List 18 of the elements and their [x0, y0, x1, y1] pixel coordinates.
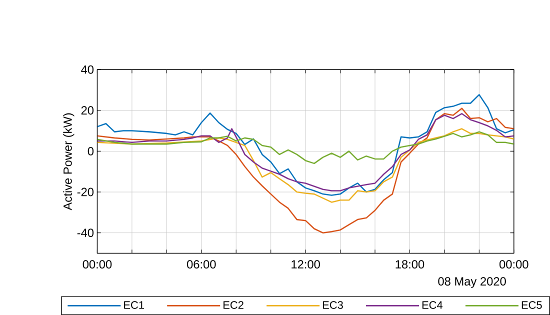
y-tick-label: 0 — [88, 146, 94, 156]
legend-label: EC2 — [224, 301, 244, 309]
y-tick-label: 40 — [81, 65, 94, 74]
x-tick-label: 12:00 — [292, 260, 320, 268]
y-tick-label: 20 — [81, 106, 94, 115]
y-axis-title: Active Power (kW) — [63, 113, 74, 210]
legend-label: EC3 — [322, 301, 343, 309]
text: 08 May 2020 — [438, 277, 506, 288]
y-tick-label: -20 — [77, 188, 94, 196]
legend-label: EC1 — [124, 301, 144, 309]
x-tick-label: 00:00 — [499, 260, 528, 268]
y-tick-label: -40 — [77, 228, 94, 237]
legend-label: EC4 — [422, 301, 443, 309]
x-tick-label: 00:00 — [82, 260, 112, 268]
x-tick-label: 18:00 — [396, 260, 424, 268]
legend-label: EC5 — [522, 301, 542, 309]
line-series — [97, 94, 514, 196]
x-tick-label: 06:00 — [186, 260, 216, 268]
